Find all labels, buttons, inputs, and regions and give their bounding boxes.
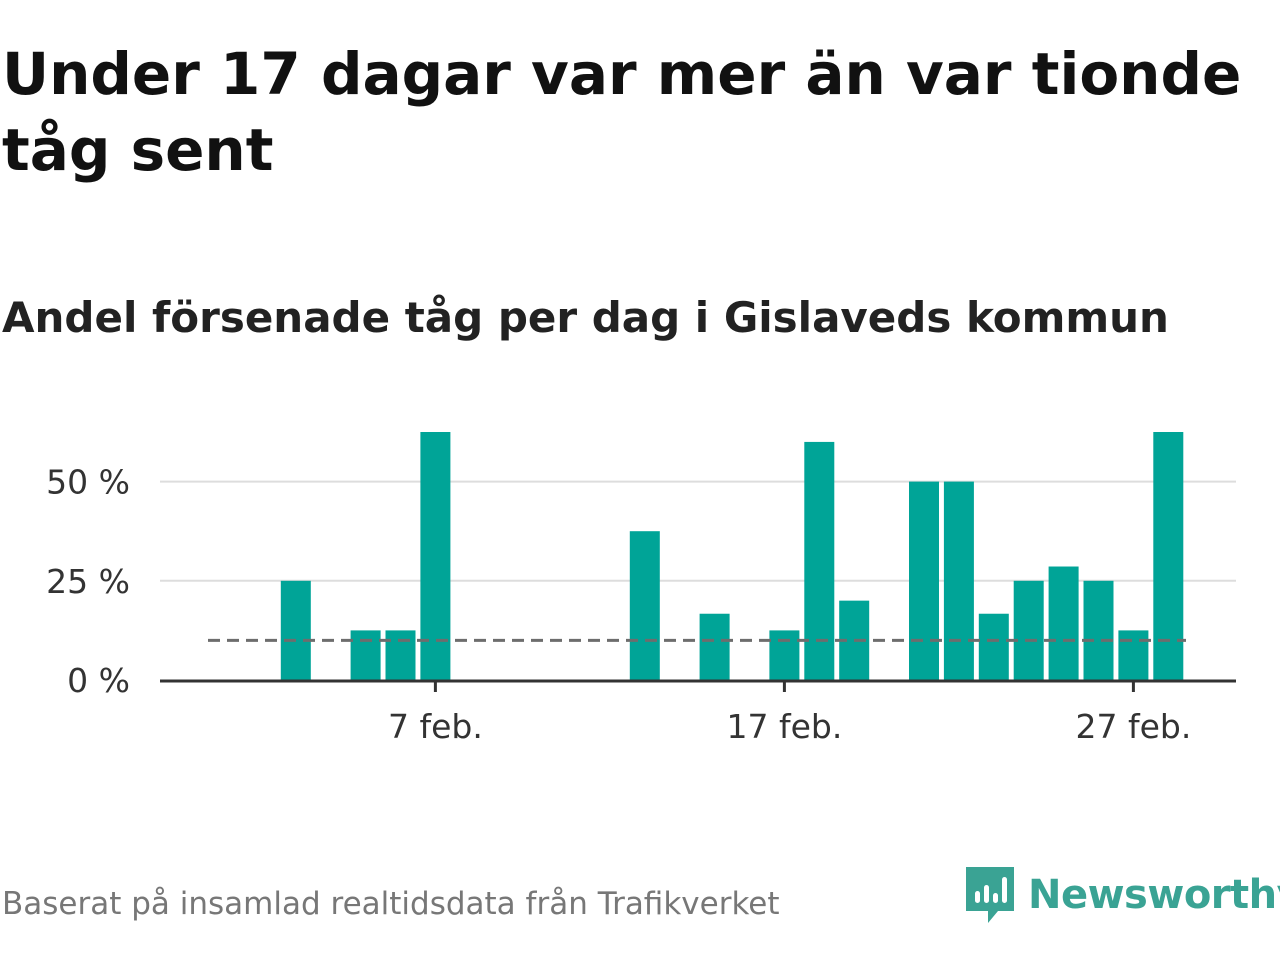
x-tick-label: 27 feb. [1075,707,1191,746]
x-tick-label: 17 feb. [726,707,842,746]
chart-subtitle: Andel försenade tåg per dag i Gislaveds … [2,293,1169,342]
bar[interactable] [1118,630,1149,680]
bar[interactable] [1013,580,1044,680]
bar[interactable] [769,630,800,680]
bar[interactable] [1153,432,1184,680]
y-tick-label: 25 % [46,562,130,601]
y-axis-ticks: 0 % 25 % 50 % [46,463,130,700]
newsworthy-logo-icon [966,867,1014,923]
bar[interactable] [420,432,451,680]
bar-chart: 0 % 25 % 50 % 7 feb. 17 feb. 27 feb. [46,432,1236,746]
x-tick-label: 7 feb. [388,707,483,746]
bar[interactable] [385,630,416,680]
brand-logo[interactable]: Newsworthy [964,864,1280,926]
y-tick-label: 50 % [46,463,130,502]
bar[interactable] [909,481,939,680]
bar[interactable] [804,441,835,680]
y-tick-label: 0 % [67,661,130,700]
bar[interactable] [699,613,730,680]
bar[interactable] [350,630,381,680]
bar[interactable] [629,531,660,680]
bars [280,432,1184,680]
bar[interactable] [1083,580,1114,680]
bar[interactable] [280,580,311,680]
bar[interactable] [978,613,1009,680]
gridlines [160,480,1236,582]
bar[interactable] [1048,566,1079,680]
chart-title: Under 17 dagar var mer än var tionde tåg… [2,40,1242,184]
x-axis-ticks: 7 feb. 17 feb. 27 feb. [388,681,1191,746]
bar[interactable] [943,481,974,680]
brand-name: Newsworthy [1028,872,1280,918]
source-note: Baserat på insamlad realtidsdata från Tr… [2,886,780,922]
